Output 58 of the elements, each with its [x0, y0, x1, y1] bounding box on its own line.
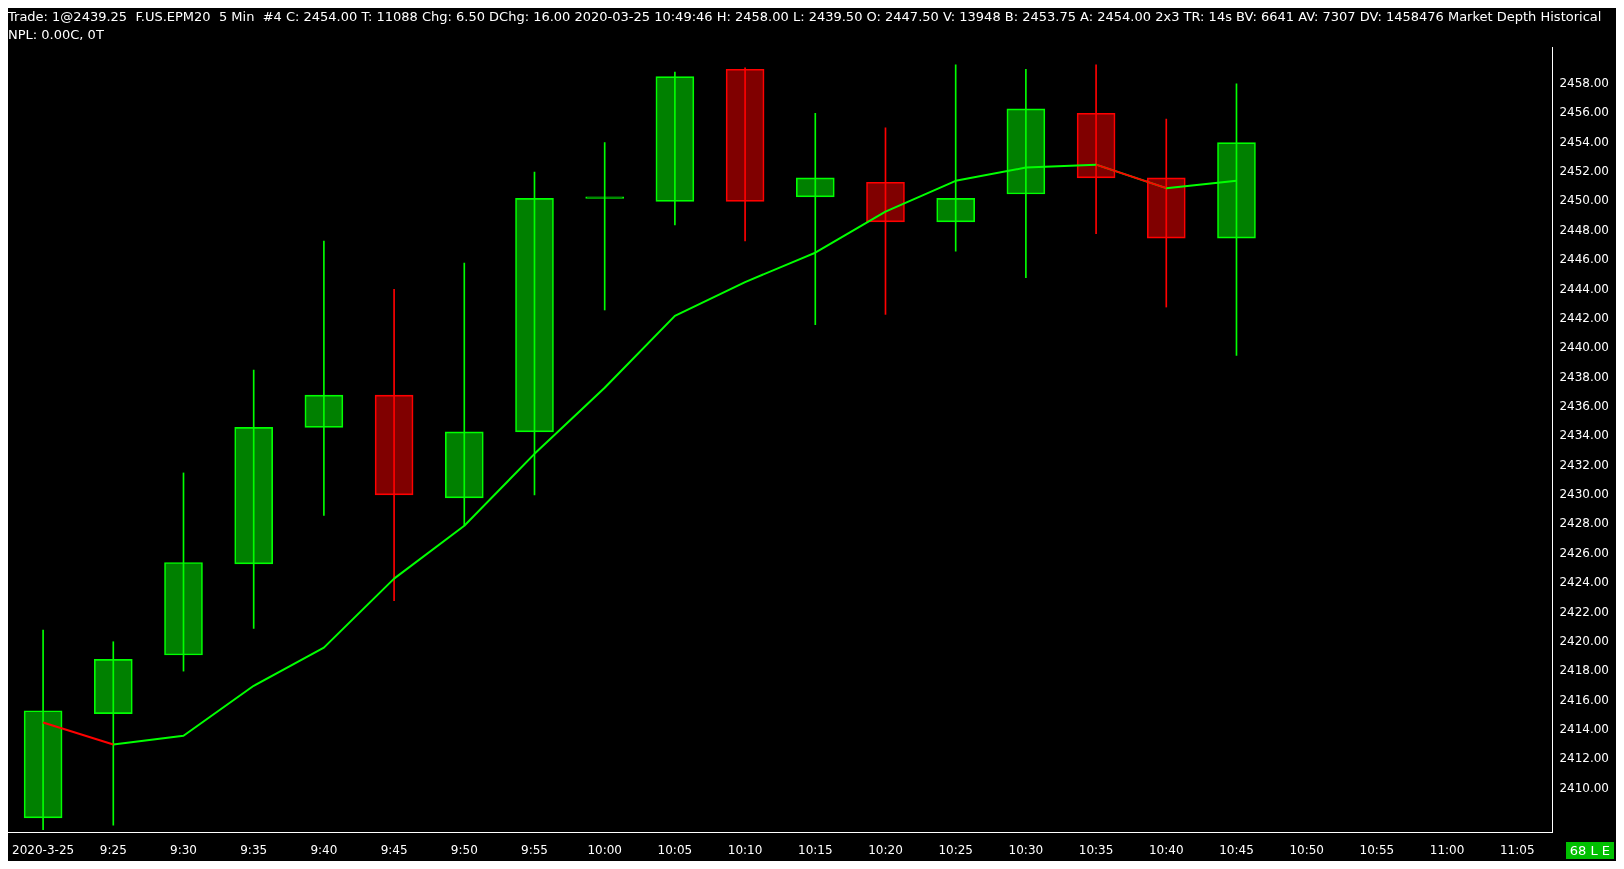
y-tick-label: 2448.00 — [1559, 222, 1609, 237]
x-tick-label: 9:55 — [521, 842, 548, 857]
x-tick-label: 9:35 — [240, 842, 268, 857]
candlestick — [725, 67, 765, 242]
y-tick-label: 2426.00 — [1559, 545, 1609, 560]
y-tick-label: 2458.00 — [1559, 76, 1609, 91]
y-tick-label: 2428.00 — [1559, 516, 1609, 531]
y-tick-label: 2450.00 — [1559, 193, 1609, 208]
y-tick-label: 2452.00 — [1559, 164, 1609, 179]
candlestick — [444, 262, 484, 527]
x-tick-label: 10:50 — [1289, 842, 1324, 857]
candlestick — [304, 240, 344, 516]
x-tick-label: 9:50 — [450, 842, 478, 857]
y-tick-label: 2446.00 — [1559, 252, 1609, 267]
y-tick-label: 2432.00 — [1559, 457, 1609, 472]
y-tick-label: 2434.00 — [1559, 428, 1609, 443]
x-tick-label: 9:45 — [380, 842, 408, 857]
y-tick-label: 2416.00 — [1559, 692, 1609, 707]
x-tick-label: 10:15 — [797, 842, 833, 857]
candlestick — [374, 289, 414, 601]
x-tick-label: 9:25 — [99, 842, 127, 857]
y-tick-label: 2412.00 — [1559, 751, 1609, 766]
y-tick-label: 2422.00 — [1559, 604, 1609, 619]
x-tick-label: 11:05 — [1499, 842, 1535, 857]
y-tick-label: 2424.00 — [1559, 575, 1609, 590]
y-tick-label: 2456.00 — [1559, 105, 1609, 120]
x-tick-label: 10:45 — [1219, 842, 1254, 857]
y-tick-label: 2436.00 — [1559, 398, 1609, 413]
chart-title: Trade: 1@2439.25 F.US.EPM20 5 Min #4 C: 2454.00 T: 11088 Chg: 6.50 DChg: 16.00 2020-03-25 10:49:46 H: 2458.00 L: 2439.50 O: 2447.50 V: 13948 B: 2453.75 A: 2454.00 2x3 TR: 14s BV: 6641 AV: 7307 DV: 1458476 Market Depth Historical — [7, 9, 1602, 25]
y-tick-label: 2444.00 — [1559, 281, 1609, 296]
x-tick-label: 10:30 — [1008, 842, 1044, 857]
text: 68 L E — [1565, 842, 1614, 859]
x-tick-label: 10:00 — [587, 842, 622, 857]
x-tick-label: 10:40 — [1148, 842, 1184, 857]
x-tick-label: 2020-3-25 — [12, 842, 75, 857]
y-tick-label: 2420.00 — [1559, 633, 1609, 648]
x-tick-label: 10:55 — [1359, 842, 1395, 857]
x-tick-label: 10:05 — [657, 842, 693, 857]
y-tick-label: 2410.00 — [1559, 780, 1609, 795]
candlestick — [585, 142, 625, 311]
y-tick-label: 2438.00 — [1559, 369, 1609, 384]
candlestick — [655, 71, 695, 226]
x-tick-label: 10:25 — [938, 842, 973, 857]
y-tick-label: 2418.00 — [1559, 663, 1609, 678]
y-tick-label: 2414.00 — [1559, 721, 1609, 736]
chart-subtitle: NPL: 0.00C, 0T — [8, 26, 104, 42]
candlestick — [23, 629, 63, 830]
x-tick-label: 10:20 — [868, 842, 903, 857]
x-tick-label: 10:35 — [1078, 842, 1114, 857]
y-tick-label: 2440.00 — [1559, 340, 1609, 355]
x-tick-label: 10:10 — [727, 842, 763, 857]
x-tick-label: 9:30 — [170, 842, 197, 857]
y-tick-label: 2442.00 — [1559, 310, 1609, 325]
x-tick-label: 11:00 — [1429, 842, 1465, 857]
candlestick — [234, 369, 274, 629]
y-tick-label: 2454.00 — [1559, 134, 1609, 149]
y-tick-label: 2430.00 — [1559, 487, 1609, 502]
x-tick-label: 9:40 — [310, 842, 338, 857]
